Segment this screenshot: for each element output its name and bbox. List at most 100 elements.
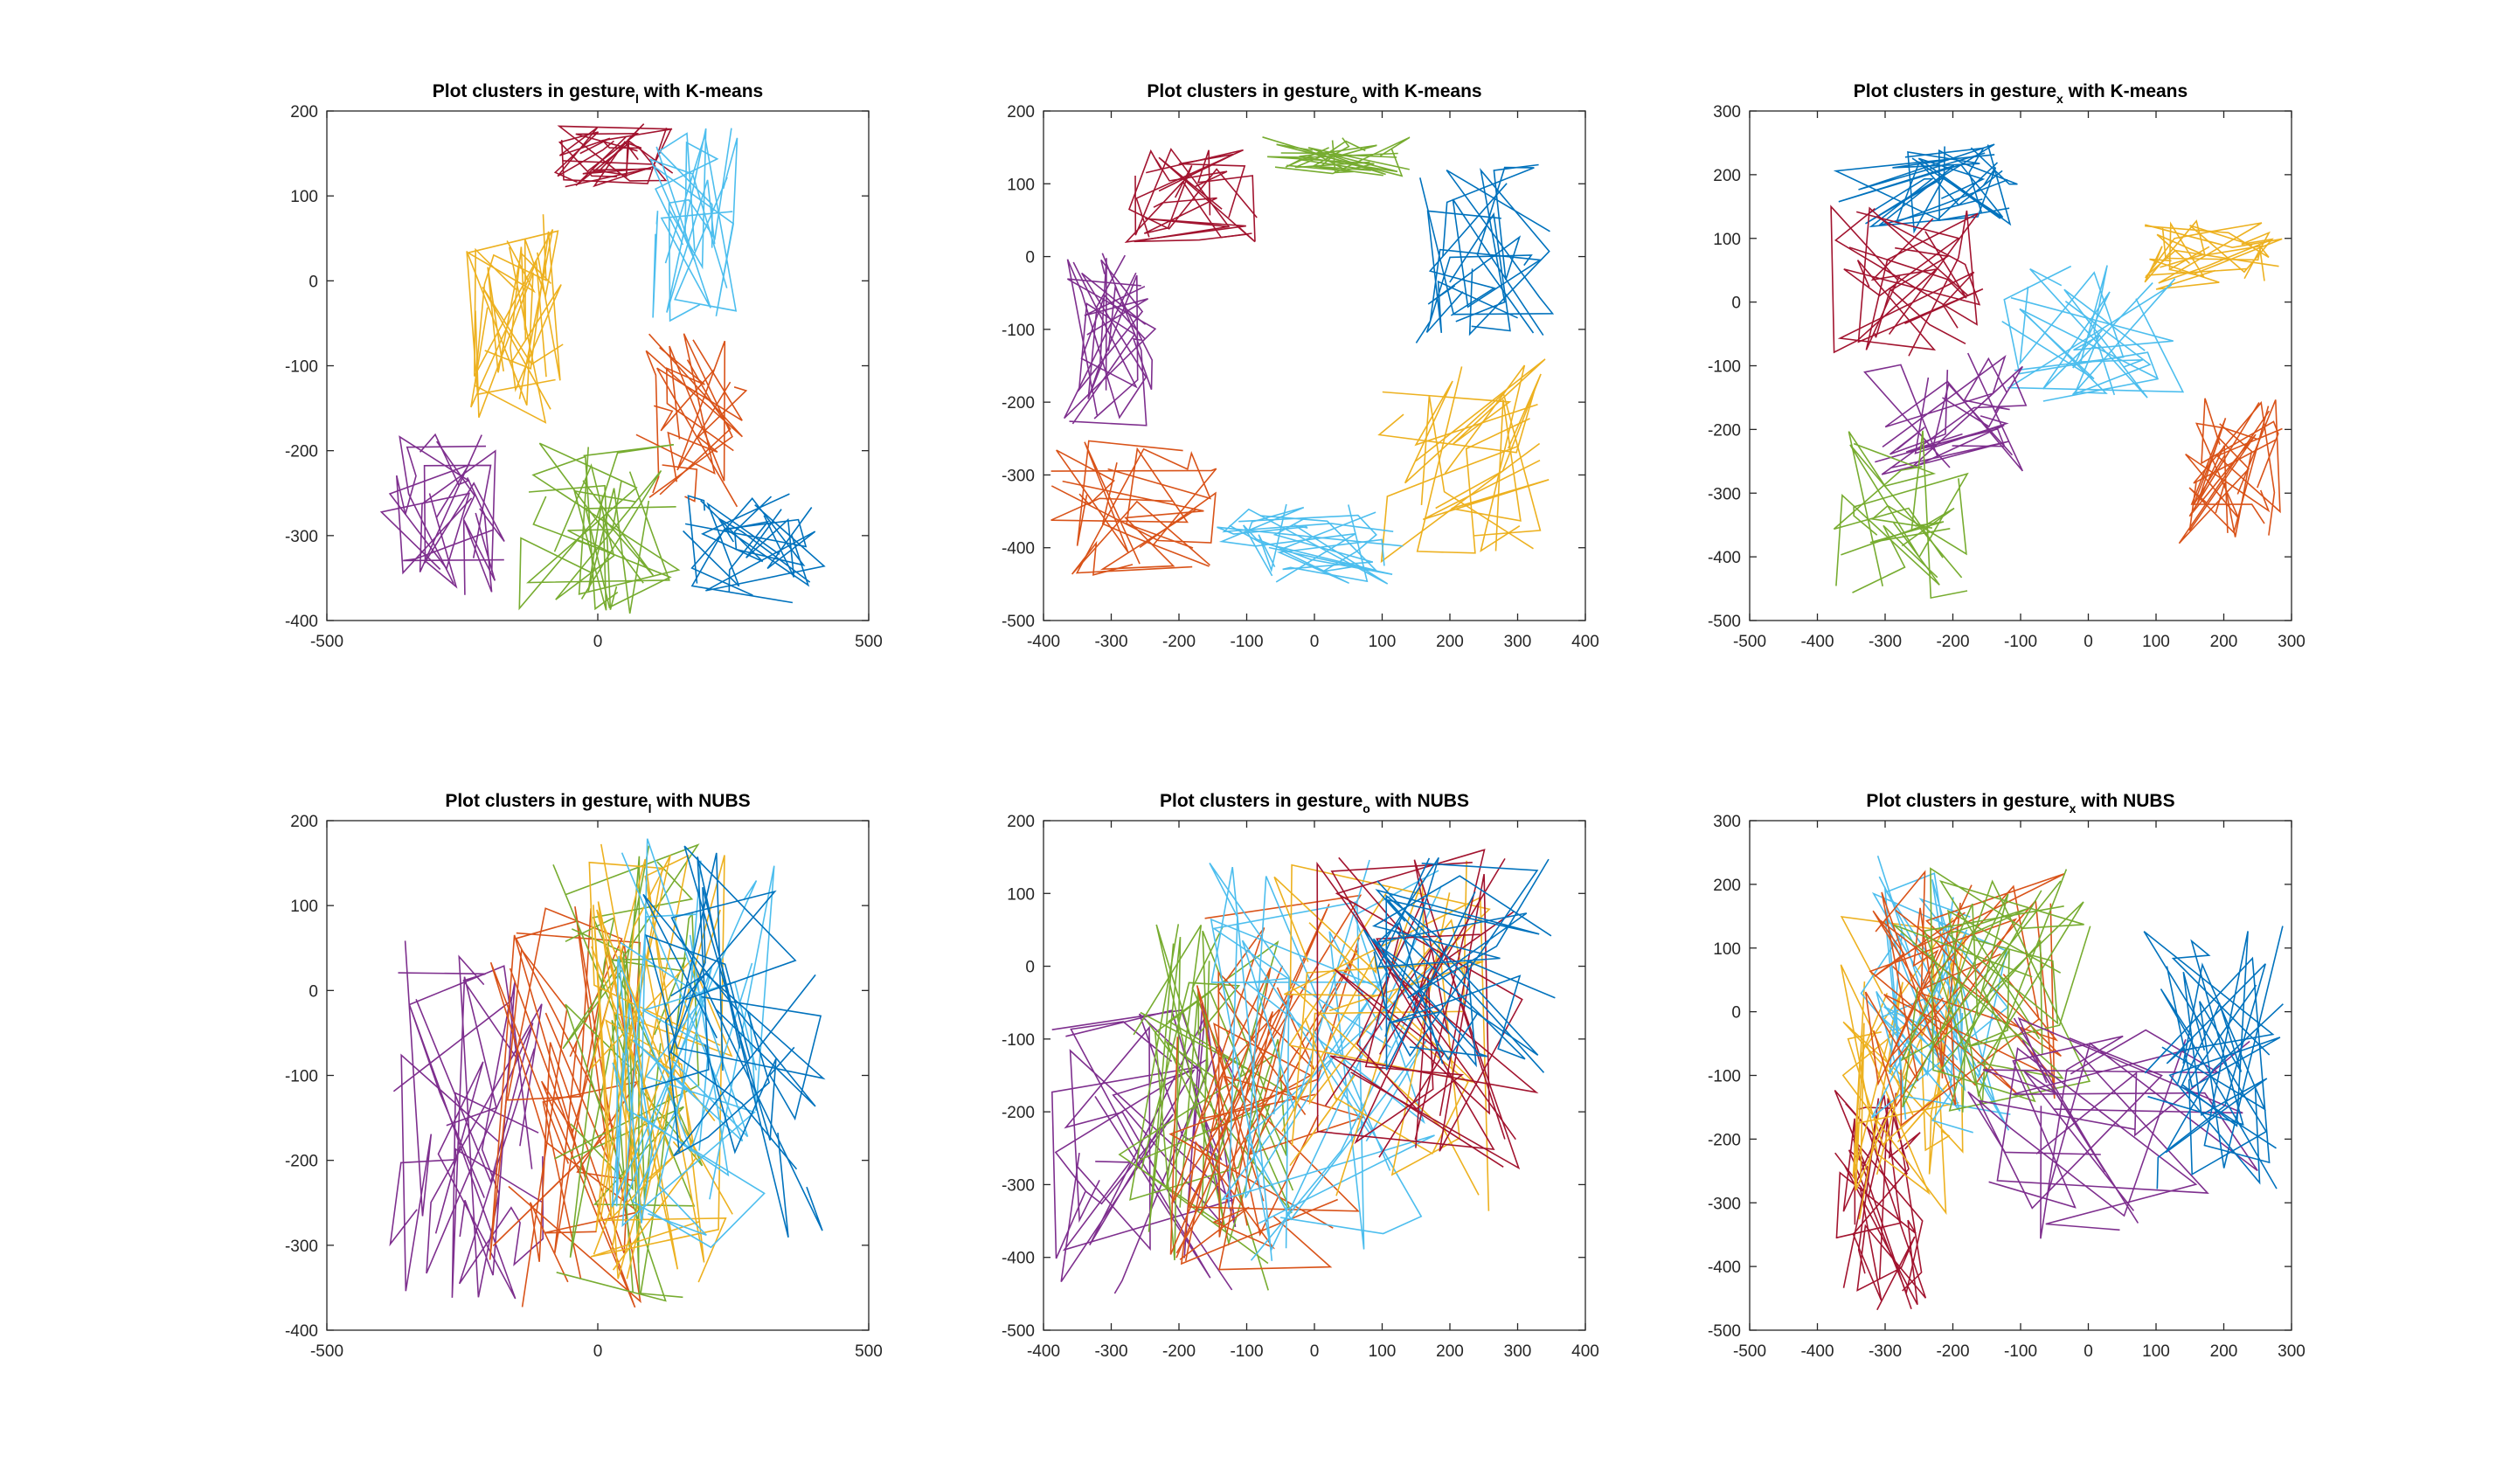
- trajectory-line: [1834, 207, 1978, 357]
- y-tick-label: 100: [1713, 940, 1741, 959]
- x-tick-label: 300: [1504, 1342, 1532, 1361]
- trajectory-line: [1286, 140, 1355, 174]
- trajectory-line: [2012, 1042, 2258, 1197]
- trajectory-line: [466, 230, 559, 342]
- trajectory-line: [1272, 504, 1374, 583]
- trajectory-line: [1276, 511, 1385, 585]
- trajectory-line: [652, 137, 738, 317]
- x-tick-label: -500: [310, 1342, 343, 1361]
- trajectory-line: [664, 890, 823, 1231]
- y-tick-label: -300: [1708, 485, 1741, 503]
- y-tick-label: 200: [1007, 813, 1035, 831]
- trajectory-line: [554, 912, 700, 1294]
- trajectory-line: [1442, 166, 1535, 334]
- trajectory-line: [1961, 926, 2091, 1113]
- x-tick-label: 300: [2278, 633, 2306, 651]
- x-tick-label: -200: [1162, 1342, 1196, 1361]
- x-tick-label: -100: [1230, 633, 1263, 651]
- trajectory-line: [1892, 146, 1980, 234]
- y-tick-label: 300: [1713, 103, 1741, 121]
- cluster-yellow: [1377, 358, 1550, 564]
- plot-area: [1830, 143, 2283, 600]
- trajectory-line: [2042, 282, 2153, 390]
- cluster-yellow: [466, 214, 564, 424]
- x-tick-label: -300: [1094, 633, 1127, 651]
- y-tick-label: 0: [1025, 959, 1035, 977]
- trajectory-line: [575, 132, 640, 172]
- trajectory-line: [1848, 231, 1967, 299]
- trajectory-line: [1289, 1018, 1356, 1167]
- x-tick-label: -100: [1230, 1342, 1263, 1361]
- trajectory-line: [649, 158, 728, 288]
- trajectory-line: [2188, 406, 2270, 534]
- trajectory-line: [1455, 167, 1550, 336]
- trajectory-line: [1843, 211, 1981, 306]
- x-tick-label: -500: [310, 633, 343, 651]
- trajectory-line: [718, 517, 811, 583]
- cluster-blue: [2143, 926, 2284, 1189]
- trajectory-line: [1908, 427, 2006, 453]
- trajectory-line: [666, 128, 716, 313]
- trajectory-line: [1435, 373, 1542, 510]
- cluster-purple: [379, 433, 505, 595]
- cluster-green: [1893, 867, 2091, 1113]
- trajectory-line: [458, 1048, 544, 1285]
- trajectory-line: [1211, 965, 1319, 1237]
- y-tick-label: -200: [285, 443, 318, 461]
- y-tick-label: -400: [285, 1322, 318, 1341]
- y-tick-label: -400: [1002, 540, 1035, 558]
- y-tick-label: -300: [1002, 1176, 1035, 1195]
- y-tick-label: 100: [1007, 176, 1035, 194]
- x-tick-label: -300: [1094, 1342, 1127, 1361]
- y-tick-label: -300: [285, 528, 318, 546]
- y-tick-label: -300: [285, 1238, 318, 1256]
- x-tick-label: 200: [1436, 1342, 1464, 1361]
- trajectory-line: [446, 976, 539, 1298]
- trajectory-line: [667, 386, 748, 482]
- trajectory-line: [1893, 924, 2064, 1079]
- y-tick-label: 0: [1025, 249, 1035, 267]
- trajectory-line: [1127, 149, 1258, 230]
- trajectory-line: [1900, 880, 2062, 1062]
- trajectory-line: [1864, 884, 1973, 1106]
- trajectory-line: [700, 493, 790, 563]
- y-tick-label: -100: [285, 1068, 318, 1086]
- x-tick-label: 0: [2084, 1342, 2093, 1361]
- trajectory-line: [683, 845, 797, 1155]
- y-tick-label: -100: [1002, 322, 1035, 340]
- cluster-cyan: [1217, 503, 1404, 585]
- cluster-cyan: [1209, 859, 1443, 1261]
- trajectory-line: [1372, 857, 1552, 968]
- trajectory-line: [399, 433, 470, 585]
- trajectory-line: [1888, 1092, 1921, 1160]
- trajectory-line: [615, 958, 753, 1207]
- y-tick-label: 100: [1713, 231, 1741, 249]
- trajectory-line: [565, 845, 650, 1258]
- trajectory-line: [484, 231, 561, 381]
- trajectory-line: [1209, 863, 1290, 1249]
- trajectory-line: [690, 496, 806, 596]
- trajectory-line: [1917, 144, 2012, 226]
- cluster-purple: [1863, 352, 2028, 475]
- y-tick-label: -100: [1708, 1068, 1741, 1086]
- x-tick-label: -200: [1936, 1342, 1969, 1361]
- trajectory-line: [1334, 1010, 1469, 1155]
- trajectory-line: [655, 146, 733, 309]
- plot-area: [1050, 849, 1556, 1294]
- trajectory-line: [611, 880, 758, 1224]
- trajectory-line: [645, 333, 743, 494]
- cluster-purple: [1063, 253, 1157, 426]
- trajectory-line: [531, 447, 681, 611]
- plot-area: [1834, 856, 2284, 1311]
- trajectory-line: [2156, 227, 2262, 265]
- trajectory-line: [1087, 254, 1127, 399]
- x-tick-label: 200: [1436, 633, 1464, 651]
- trajectory-line: [562, 843, 700, 1299]
- trajectory-line: [2145, 222, 2272, 284]
- trajectory-line: [1444, 364, 1526, 553]
- y-tick-label: -500: [1002, 613, 1035, 631]
- trajectory-line: [1288, 885, 1476, 1084]
- trajectory-line: [1050, 447, 1194, 549]
- trajectory-line: [1243, 524, 1393, 577]
- trajectory-line: [415, 998, 543, 1274]
